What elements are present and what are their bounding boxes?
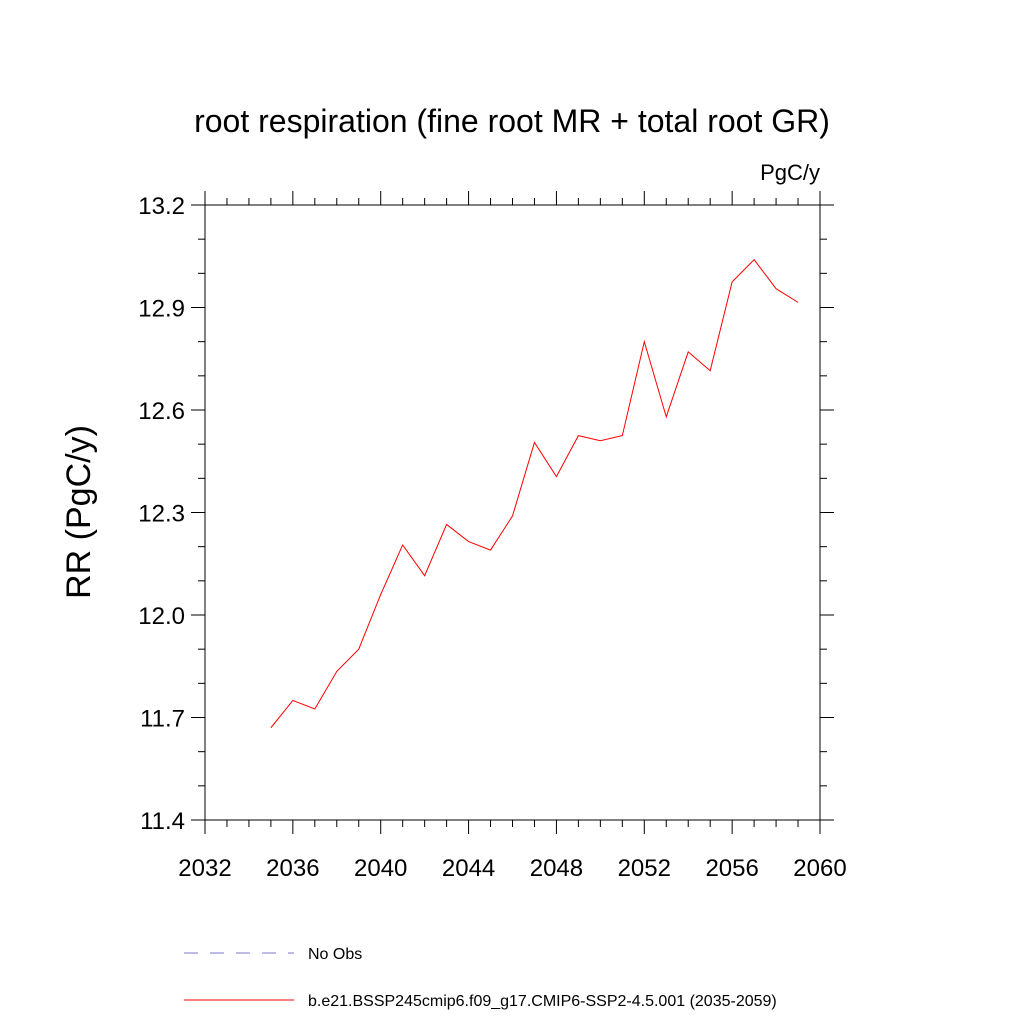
y-tick-label: 13.2	[138, 193, 185, 220]
y-tick-label: 12.9	[138, 296, 185, 323]
y-axis-label: RR (PgC/y)	[60, 425, 98, 599]
series-line	[270, 258, 799, 729]
y-tick-label: 12.3	[138, 501, 185, 528]
x-tick-label: 2044	[442, 855, 495, 882]
units-label: PgC/y	[760, 160, 820, 185]
x-tick-label: 2052	[618, 855, 671, 882]
x-tick-label: 2032	[178, 855, 231, 882]
y-tick-labels: 11.4 11.7 12.0 12.3 12.6 12.9 13.2	[138, 193, 185, 835]
axis-ticks	[191, 191, 834, 834]
legend-label: No Obs	[308, 946, 362, 963]
x-tick-label: 2060	[793, 855, 846, 882]
x-tick-label: 2040	[354, 855, 407, 882]
x-tick-label: 2048	[530, 855, 583, 882]
chart-title: root respiration (fine root MR + total r…	[194, 103, 830, 139]
series-layer	[270, 258, 799, 729]
y-tick-label: 11.7	[140, 706, 185, 733]
y-tick-label: 11.4	[140, 808, 185, 835]
x-tick-label: 2036	[266, 855, 319, 882]
y-tick-label: 12.0	[138, 603, 185, 630]
plot-frame	[204, 204, 821, 821]
x-tick-labels: 2032 2036 2040 2044 2048 2052 2056 2060	[178, 855, 846, 882]
x-tick-label: 2056	[705, 855, 758, 882]
y-tick-label: 12.6	[138, 398, 185, 425]
legend: No Obs b.e21.BSSP245cmip6.f09_g17.CMIP6-S…	[184, 946, 777, 1010]
legend-label: b.e21.BSSP245cmip6.f09_g17.CMIP6-SSP2-4.…	[308, 993, 777, 1010]
